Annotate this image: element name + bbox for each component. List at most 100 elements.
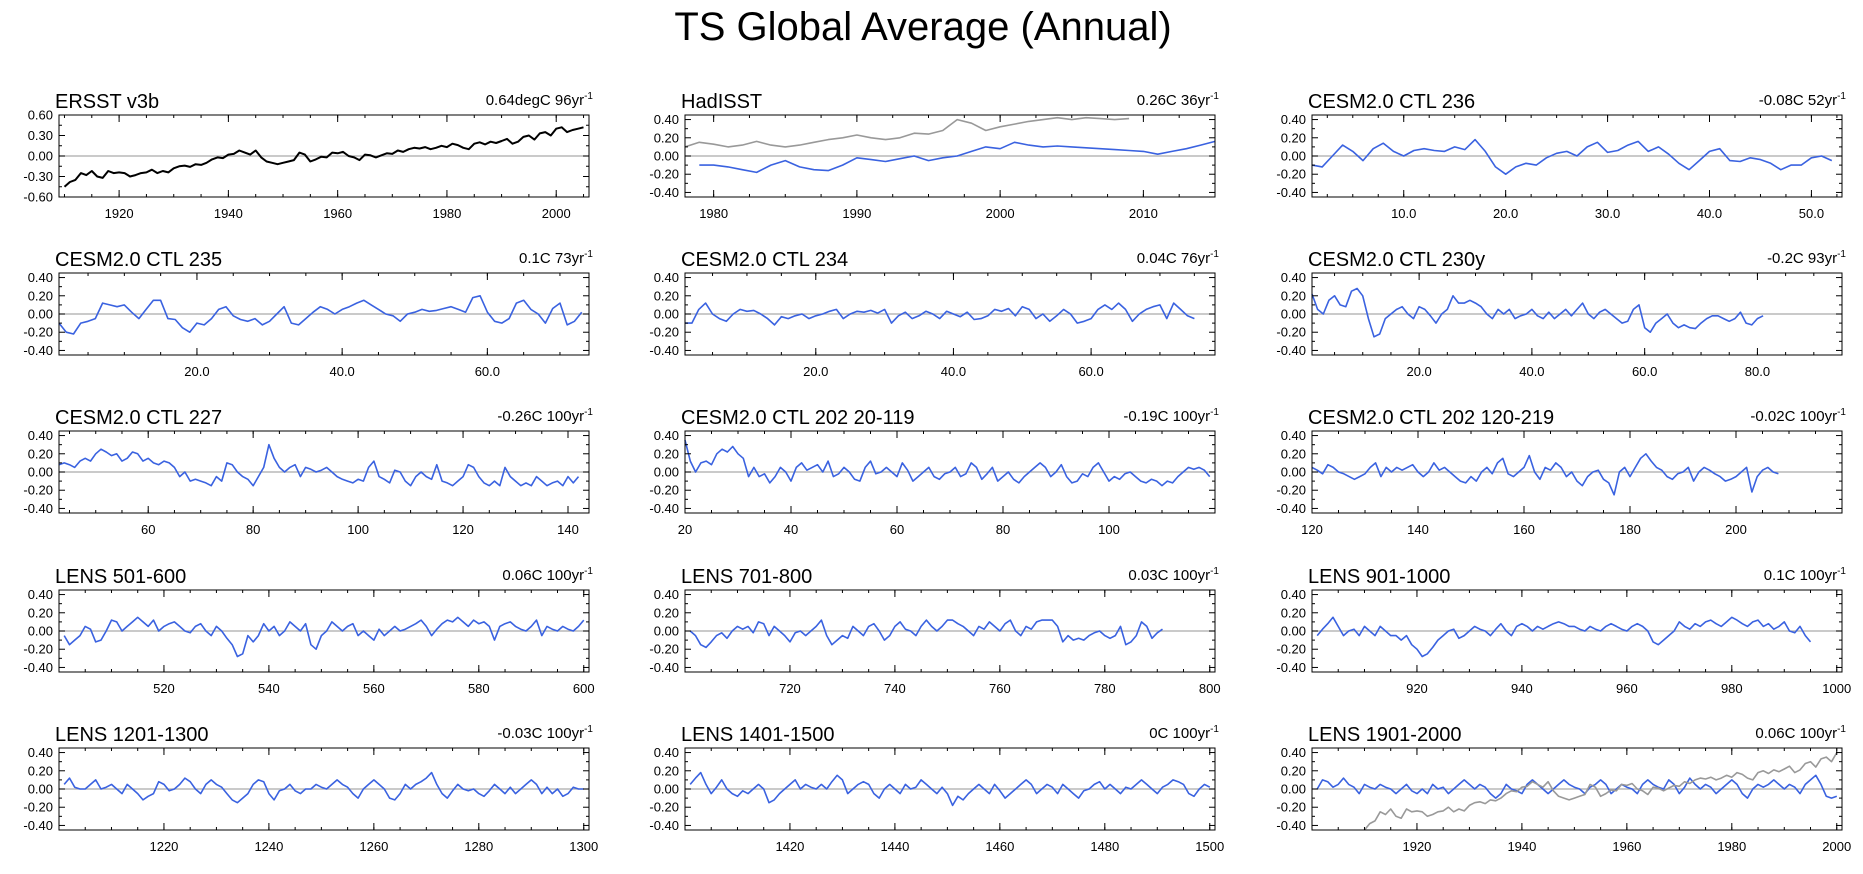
panel-title: CESM2.0 CTL 230y <box>1308 249 1485 271</box>
y-tick-label: 0.00 <box>28 465 53 480</box>
series-line-overlay <box>684 116 1130 148</box>
y-tick-label: 0.40 <box>654 112 679 127</box>
x-tick-label: 120 <box>1301 522 1323 537</box>
y-tick-label: -0.40 <box>1276 818 1306 833</box>
y-tick-label: 0.20 <box>654 130 679 145</box>
y-tick-label: 0.00 <box>654 624 679 639</box>
y-tick-label: 0.20 <box>28 288 53 303</box>
x-tick-label: 980 <box>1721 681 1743 696</box>
x-tick-label: 760 <box>989 681 1011 696</box>
y-tick-label: 0.00 <box>1281 465 1306 480</box>
y-tick-label: 0.60 <box>28 108 53 123</box>
panel-title: CESM2.0 CTL 202 120-219 <box>1308 407 1554 429</box>
panel-2: 0.40 0.20 0.00 -0.20 -0.40 10.0 20.0 30.0 40.0 50… <box>1276 91 1846 221</box>
x-tick-label: 1940 <box>214 206 243 221</box>
y-tick-label: 0.40 <box>654 270 679 285</box>
trend-value: 0.1C 100yr <box>1764 567 1837 584</box>
trend-value: 0.03C 100yr <box>1128 567 1210 584</box>
series-line-model <box>699 140 1216 174</box>
y-tick-label: -0.40 <box>23 501 53 516</box>
trend-exponent: -1 <box>584 724 593 735</box>
y-tick-label: 0.20 <box>654 288 679 303</box>
series-line-overlay <box>1363 752 1838 831</box>
trend-label: -0.2C 93yr-1 <box>1767 249 1846 267</box>
x-tick-label: 10.0 <box>1391 206 1416 221</box>
y-tick-label: -0.40 <box>23 818 53 833</box>
trend-value: 0.64degC 96yr <box>486 92 584 109</box>
y-tick-label: -0.40 <box>649 185 679 200</box>
series-line-model <box>684 439 1211 487</box>
x-tick-label: 1980 <box>699 206 728 221</box>
trend-label: -0.26C 100yr-1 <box>497 407 593 425</box>
y-tick-label: 0.40 <box>28 587 53 602</box>
panel-5: 0.40 0.20 0.00 -0.20 -0.40 20.0 40.0 60.0 80.0 CE… <box>1276 249 1846 379</box>
x-tick-label: 40 <box>784 522 798 537</box>
series-line-model <box>1311 452 1779 496</box>
trend-value: -0.08C 52yr <box>1759 92 1837 109</box>
y-tick-label: 0.00 <box>28 149 53 164</box>
x-tick-label: 140 <box>557 522 579 537</box>
y-tick-label: -0.60 <box>23 190 53 205</box>
panel-grid: 0.60 0.30 0.00 -0.30 -0.60 1920 1940 1960 1980 20… <box>23 91 1851 854</box>
trend-label: 0C 100yr-1 <box>1149 724 1219 742</box>
x-tick-label: 1460 <box>985 839 1014 854</box>
x-tick-label: 2000 <box>542 206 571 221</box>
x-tick-label: 20.0 <box>803 364 828 379</box>
x-tick-label: 60.0 <box>475 364 500 379</box>
y-tick-label: -0.20 <box>649 167 679 182</box>
y-tick-label: 0.40 <box>28 428 53 443</box>
trend-label: -0.02C 100yr-1 <box>1750 407 1846 425</box>
x-tick-label: 40.0 <box>1519 364 1544 379</box>
panel-title: LENS 701-800 <box>681 566 812 588</box>
y-tick-label: 0.00 <box>654 465 679 480</box>
y-tick-label: -0.40 <box>1276 343 1306 358</box>
figure-title: TS Global Average (Annual) <box>674 5 1171 49</box>
y-tick-label: 0.40 <box>1281 745 1306 760</box>
x-tick-label: 100 <box>1098 522 1120 537</box>
y-tick-label: -0.20 <box>1276 167 1306 182</box>
x-tick-label: 160 <box>1513 522 1535 537</box>
x-tick-label: 520 <box>153 681 175 696</box>
trend-exponent: -1 <box>1837 566 1846 577</box>
x-tick-label: 780 <box>1094 681 1116 696</box>
y-tick-label: 0.20 <box>654 605 679 620</box>
trend-label: 0.64degC 96yr-1 <box>486 91 594 109</box>
series-line-model <box>685 302 1195 326</box>
x-tick-label: 40.0 <box>1697 206 1722 221</box>
trend-exponent: -1 <box>1837 724 1846 735</box>
trend-exponent: -1 <box>584 249 593 260</box>
panel-title: CESM2.0 CTL 202 20-119 <box>681 407 914 429</box>
x-tick-label: 1500 <box>1195 839 1224 854</box>
y-tick-label: 0.20 <box>654 446 679 461</box>
series-line-model <box>63 616 585 658</box>
trend-value: -0.26C 100yr <box>497 408 584 425</box>
y-tick-label: 0.00 <box>1281 307 1306 322</box>
series-line-model <box>1311 287 1764 338</box>
y-tick-label: -0.40 <box>23 343 53 358</box>
panel-11: 0.40 0.20 0.00 -0.20 -0.40 920 940 960 980 1000 LE… <box>1276 566 1851 696</box>
y-tick-label: 0.20 <box>28 605 53 620</box>
series-line-model <box>689 619 1163 649</box>
y-tick-label: 0.20 <box>1281 763 1306 778</box>
y-tick-label: 0.20 <box>1281 605 1306 620</box>
x-tick-label: 2000 <box>1822 839 1851 854</box>
x-tick-label: 600 <box>573 681 595 696</box>
panel-title: CESM2.0 CTL 236 <box>1308 91 1475 113</box>
x-tick-label: 1220 <box>149 839 178 854</box>
x-tick-label: 720 <box>779 681 801 696</box>
series-line-model <box>1311 138 1833 175</box>
y-tick-label: 0.00 <box>654 149 679 164</box>
y-tick-label: -0.40 <box>649 818 679 833</box>
y-tick-label: -0.40 <box>649 660 679 675</box>
x-tick-label: 1260 <box>359 839 388 854</box>
trend-label: 0.06C 100yr-1 <box>1755 724 1846 742</box>
x-tick-label: 100 <box>347 522 369 537</box>
y-tick-label: -0.20 <box>23 800 53 815</box>
trend-exponent: -1 <box>1210 724 1219 735</box>
x-tick-label: 540 <box>258 681 280 696</box>
x-tick-label: 20.0 <box>1493 206 1518 221</box>
y-tick-label: -0.20 <box>649 483 679 498</box>
y-tick-label: 0.20 <box>1281 130 1306 145</box>
x-tick-label: 1960 <box>323 206 352 221</box>
